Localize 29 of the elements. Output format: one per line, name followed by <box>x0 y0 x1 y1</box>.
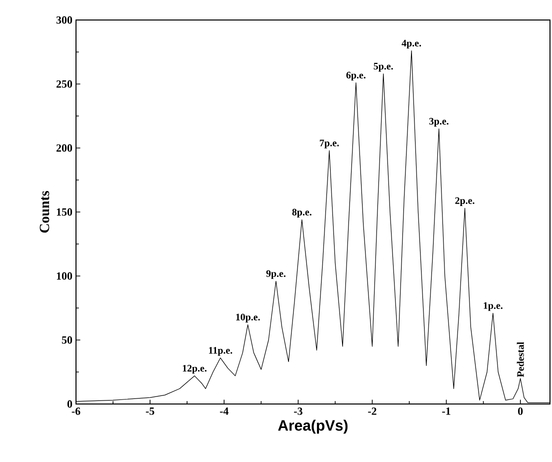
y-tick-label: 0 <box>67 400 72 408</box>
x-tick-label: -1 <box>442 408 450 415</box>
annotation: 11p.e. <box>209 347 232 356</box>
x-tick-label: -6 <box>72 408 80 415</box>
annotation: 10p.e. <box>236 314 260 322</box>
annotation: 7p.e. <box>320 140 339 148</box>
y-tick-label: 300 <box>56 16 72 24</box>
annotation: 2p.e. <box>455 197 474 206</box>
y-tick-label: 100 <box>56 272 72 280</box>
annotation: 12p.e. <box>182 364 207 374</box>
x-axis-title: Area(pVs) <box>278 420 348 434</box>
annotation: 8p.e. <box>292 208 312 218</box>
annotation: 1p.e. <box>484 302 502 311</box>
x-tick-label: 0 <box>518 408 523 415</box>
y-tick-label: 50 <box>62 336 72 344</box>
y-tick-label: 200 <box>56 144 72 152</box>
y-tick-label: 150 <box>56 208 72 216</box>
annotation: Pedestal <box>516 342 524 378</box>
annotation: 5p.e. <box>374 62 393 72</box>
annotation: 6p.e. <box>346 72 366 81</box>
x-tick-label: -2 <box>368 408 376 415</box>
annotation: 9p.e. <box>266 270 286 279</box>
annotation: 3p.e. <box>429 118 448 127</box>
annotation: 4p.e. <box>402 40 422 49</box>
y-axis-title: Counts <box>40 191 50 233</box>
x-tick-label: -4 <box>220 408 228 415</box>
y-tick-label: 250 <box>56 80 72 88</box>
x-tick-label: -3 <box>294 408 302 415</box>
x-tick-label: -5 <box>146 408 154 415</box>
